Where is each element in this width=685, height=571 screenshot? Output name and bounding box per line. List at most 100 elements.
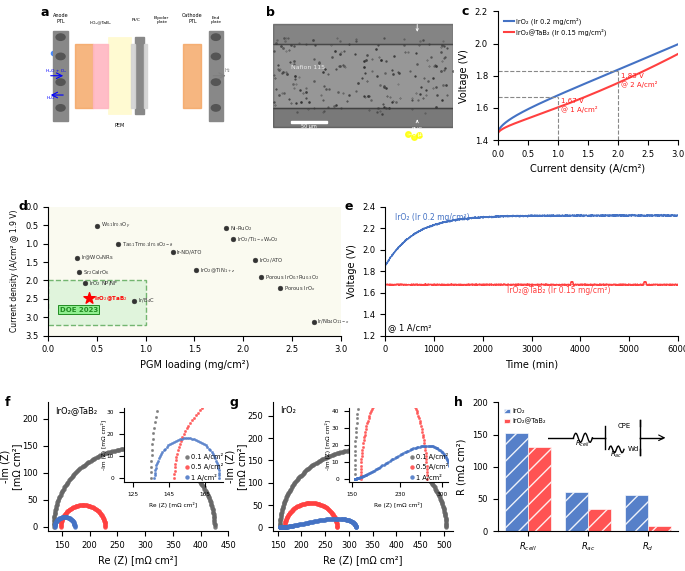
1 A/cm² [70,521,78,528]
0.1 A/cm² [278,505,286,512]
Text: W$_{0.1}$Ir$_{0.9}$O$_y$: W$_{0.1}$Ir$_{0.9}$O$_y$ [101,221,130,231]
1 A/cm² [61,513,69,520]
1 A/cm² [51,521,59,528]
Text: e: e [344,200,353,214]
1 A/cm² [70,520,78,527]
1 A/cm² [276,524,284,531]
Text: Porous IrO$_x$: Porous IrO$_x$ [284,284,316,293]
Bar [209,31,223,120]
Bar [131,43,135,108]
Point [74,268,85,277]
1 A/cm² [52,518,60,525]
IrO₂ (Ir 0.2 mg/cm²) [680,38,685,45]
Legend: 0.1 A/cm², 0.5 A/cm², 1 A/cm²: 0.1 A/cm², 0.5 A/cm², 1 A/cm² [183,452,225,482]
Text: Ir@WO$_x$NRs: Ir@WO$_x$NRs [81,253,114,262]
1 A/cm² [68,517,77,524]
Text: 50 μm: 50 μm [301,124,316,130]
IrO₂ (Ir 0.2 mg/cm²) [608,69,616,76]
IrO₂ (Ir 0.2 mg/cm²) [604,70,612,77]
Point [84,293,95,303]
Bar [588,509,611,531]
Bar [53,31,68,120]
Text: c: c [462,5,469,18]
0.1 A/cm² [194,476,202,482]
Text: Ta$_{0.1}$Tm$_{0.1}$Ir$_{0.8}$O$_{2-\delta}$: Ta$_{0.1}$Tm$_{0.1}$Ir$_{0.8}$O$_{2-\del… [122,240,174,249]
0.5 A/cm² [57,523,65,530]
1 A/cm² [339,516,347,522]
Text: Sr$_2$CaIrO$_6$: Sr$_2$CaIrO$_6$ [83,268,110,277]
1 A/cm² [276,524,284,531]
Text: End
plate: End plate [210,15,221,25]
1 A/cm² [63,514,71,521]
1 A/cm² [54,516,62,523]
0.5 A/cm² [66,506,74,513]
1 A/cm² [69,518,77,525]
0.5 A/cm² [71,503,79,510]
Text: d: d [18,200,27,214]
Legend: 0.1 A/cm², 0.5 A/cm², 1 A/cm²: 0.1 A/cm², 0.5 A/cm², 1 A/cm² [408,452,450,482]
IrO₂ (Ir 0.2 mg/cm²) [651,51,659,58]
0.5 A/cm² [333,524,341,531]
Y-axis label: Voltage (V): Voltage (V) [347,244,357,298]
1 A/cm² [65,514,73,521]
Text: Bipolar
plate: Bipolar plate [154,15,169,25]
Text: IrO₂@TaB₂ (Ir 0.15 mg/cm²): IrO₂@TaB₂ (Ir 0.15 mg/cm²) [508,286,611,295]
Point [91,222,102,231]
1 A/cm² [54,516,62,522]
1 A/cm² [51,522,59,529]
Line: 0.1 A/cm²: 0.1 A/cm² [51,447,216,529]
1 A/cm² [56,514,64,521]
0.5 A/cm² [281,521,289,528]
0.5 A/cm² [283,514,291,521]
0.5 A/cm² [68,504,77,511]
1 A/cm² [66,515,74,522]
Bar [291,122,327,123]
Point [220,224,231,233]
1 A/cm² [292,522,300,529]
1 A/cm² [52,518,60,525]
0.1 A/cm² [50,516,58,523]
0.1 A/cm² [440,509,449,516]
1 A/cm² [60,513,68,520]
Line: 0.1 A/cm²: 0.1 A/cm² [278,447,448,529]
IrO₂@TaB₂ (Ir 0.15 mg/cm²) [604,84,612,91]
Text: Ni-RuO$_2$: Ni-RuO$_2$ [229,224,252,232]
IrO₂@TaB₂ (Ir 0.15 mg/cm²) [494,129,502,136]
1 A/cm² [306,519,314,526]
1 A/cm² [53,517,62,524]
1 A/cm² [67,516,75,523]
Text: b: b [266,6,275,19]
1 A/cm² [66,515,75,522]
1 A/cm² [71,522,79,529]
Point [249,256,260,265]
1 A/cm² [68,517,76,524]
Bar [273,108,453,127]
Text: IrO₂@TaB₂
~5 μm: IrO₂@TaB₂ ~5 μm [403,8,431,31]
1 A/cm² [68,517,76,524]
Text: H₂O: H₂O [46,96,55,100]
Line: 1 A/cm²: 1 A/cm² [53,515,77,529]
Circle shape [56,104,65,111]
1 A/cm² [69,519,77,526]
Text: IrO$_2$ NP/NF: IrO$_2$ NP/NF [89,279,119,288]
0.1 A/cm² [160,451,168,457]
0.1 A/cm² [210,523,219,530]
Text: Ir/B$_4$C: Ir/B$_4$C [138,296,155,305]
0.5 A/cm² [79,502,88,509]
Text: Ir/Nb$_4$O$_{11-x}$: Ir/Nb$_4$O$_{11-x}$ [317,317,350,326]
1 A/cm² [71,521,79,528]
0.5 A/cm² [322,504,330,511]
Legend: IrO₂, IrO₂@TaB₂: IrO₂, IrO₂@TaB₂ [501,406,549,427]
Text: Anode
PTL: Anode PTL [53,14,68,25]
X-axis label: Current density (A/cm²): Current density (A/cm²) [530,164,645,174]
Circle shape [56,79,65,86]
0.1 A/cm² [277,513,285,520]
Text: Pt/C
~5 μm: Pt/C ~5 μm [408,120,427,137]
Bar [93,43,108,108]
Y-axis label: Current density (A/cm² @ 1.9 V): Current density (A/cm² @ 1.9 V) [10,210,19,332]
0.5 A/cm² [71,503,79,510]
IrO₂@TaB₂ (Ir 0.15 mg/cm²) [662,57,671,63]
Text: PEM: PEM [114,123,125,128]
Point [308,317,319,326]
IrO₂ (Ir 0.2 mg/cm²) [494,130,502,137]
